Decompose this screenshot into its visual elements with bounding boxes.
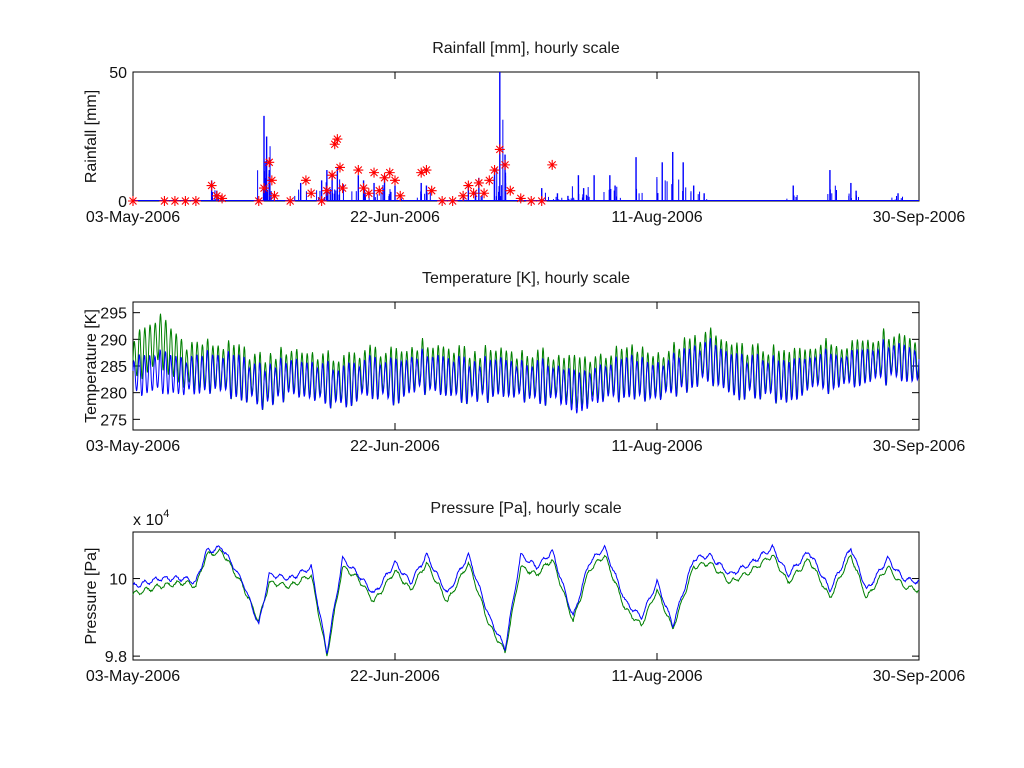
rainfall-star-marker [494, 144, 505, 155]
temperature-y-tick-label: 275 [100, 412, 127, 429]
pressure-x-tick-label: 22-Jun-2006 [350, 668, 440, 685]
rainfall-title: Rainfall [mm], hourly scale [432, 40, 620, 57]
rainfall-star-marker [285, 196, 296, 206]
pressure-y-tick-label: 10 [109, 572, 127, 589]
rainfall-y-tick-label: 0 [118, 194, 127, 211]
temperature-x-tick-label: 03-May-2006 [86, 438, 180, 455]
pressure-series-line [133, 543, 920, 654]
rainfall-star-marker [395, 190, 406, 201]
rainfall-star-marker [390, 175, 400, 186]
rainfall-star-marker [337, 183, 348, 194]
rainfall-star-marker [547, 159, 558, 170]
rainfall-star-marker [266, 175, 277, 186]
temperature-y-tick-label: 295 [100, 306, 127, 323]
rainfall-x-tick-label: 11-Aug-2006 [611, 209, 702, 226]
rainfall-star-marker [421, 165, 432, 176]
pressure-axes-frame [132, 531, 920, 661]
rainfall-star-marker [374, 185, 385, 196]
temperature-y-tick-label: 290 [100, 332, 127, 349]
rainfall-axes-frame [132, 71, 920, 202]
pressure-y-tick-label: 9.8 [105, 649, 127, 666]
rainfall-star-marker [384, 167, 395, 178]
rainfall-star-marker [159, 196, 170, 206]
rainfall-star-marker [515, 193, 526, 204]
temperature-title: Temperature [K], hourly scale [422, 270, 630, 287]
temperature-x-tick-label: 30-Sep-2006 [873, 438, 966, 455]
rainfall-star-marker [426, 185, 437, 196]
temperature-series-line [132, 337, 920, 414]
temperature-series-line [132, 313, 920, 410]
rainfall-star-marker [468, 188, 479, 199]
rainfall-star-marker [447, 196, 458, 206]
pressure-y-multiplier: x 104 [133, 508, 169, 529]
pressure-panel: Pressure [Pa], hourly scale Pressure [Pa]… [83, 500, 965, 685]
rainfall-panel: Rainfall [mm], hourly scale Rainfall [mm]… [83, 40, 965, 226]
rainfall-star-marker [206, 180, 217, 191]
rainfall-star-marker [128, 196, 138, 206]
rainfall-star-marker [369, 167, 380, 178]
rainfall-star-marker [321, 185, 332, 196]
rainfall-star-marker [169, 196, 180, 206]
rainfall-star-marker [353, 165, 364, 176]
rainfall-star-marker [329, 139, 340, 150]
rainfall-star-marker [473, 177, 484, 188]
rainfall-star-marker [463, 180, 474, 191]
rainfall-star-marker [437, 196, 448, 206]
pressure-x-tick-label: 03-May-2006 [86, 668, 180, 685]
rainfall-star-marker [306, 188, 317, 199]
rainfall-star-marker [332, 134, 343, 145]
temperature-x-tick-label: 22-Jun-2006 [350, 438, 440, 455]
rainfall-star-marker [269, 190, 280, 201]
rainfall-y-tick-label: 50 [109, 65, 127, 82]
rainfall-x-tick-label: 22-Jun-2006 [350, 209, 440, 226]
pressure-y-axis-label: Pressure [Pa] [83, 548, 100, 645]
temperature-y-tick-label: 280 [100, 386, 127, 403]
rainfall-star-marker [217, 193, 228, 204]
rainfall-star-marker [253, 196, 264, 206]
rainfall-star-marker [379, 172, 390, 183]
rainfall-star-marker [505, 185, 516, 196]
pressure-title: Pressure [Pa], hourly scale [430, 500, 621, 517]
rainfall-star-marker [190, 196, 201, 206]
rainfall-star-marker [363, 188, 374, 199]
rainfall-star-marker [536, 196, 547, 206]
rainfall-star-marker [458, 190, 469, 201]
rainfall-star-marker [300, 175, 311, 186]
temperature-y-axis-label: Temperature [K] [83, 309, 100, 423]
rainfall-star-marker [259, 183, 269, 194]
rainfall-star-marker [500, 159, 511, 170]
pressure-x-tick-label: 30-Sep-2006 [873, 668, 966, 685]
rainfall-star-marker [180, 196, 191, 206]
rainfall-star-marker [334, 162, 345, 173]
temperature-panel: Temperature [K], hourly scale Temperature… [83, 270, 965, 455]
rainfall-star-marker [211, 190, 222, 201]
rainfall-star-marker [264, 157, 275, 168]
rainfall-star-marker [316, 196, 327, 206]
rainfall-star-marker [327, 170, 338, 181]
rainfall-star-marker [358, 183, 369, 194]
rainfall-star-marker [416, 167, 427, 178]
pressure-x-tick-label: 11-Aug-2006 [611, 668, 702, 685]
rainfall-star-marker [479, 188, 490, 199]
rainfall-star-marker [489, 165, 500, 176]
rainfall-y-axis-label: Rainfall [mm] [83, 90, 100, 183]
rainfall-star-marker [526, 196, 537, 206]
rainfall-x-tick-label: 30-Sep-2006 [873, 209, 966, 226]
rainfall-star-marker [484, 175, 495, 186]
rainfall-x-tick-label: 03-May-2006 [86, 209, 180, 226]
temperature-x-tick-label: 11-Aug-2006 [611, 438, 702, 455]
temperature-y-tick-label: 285 [100, 359, 127, 376]
